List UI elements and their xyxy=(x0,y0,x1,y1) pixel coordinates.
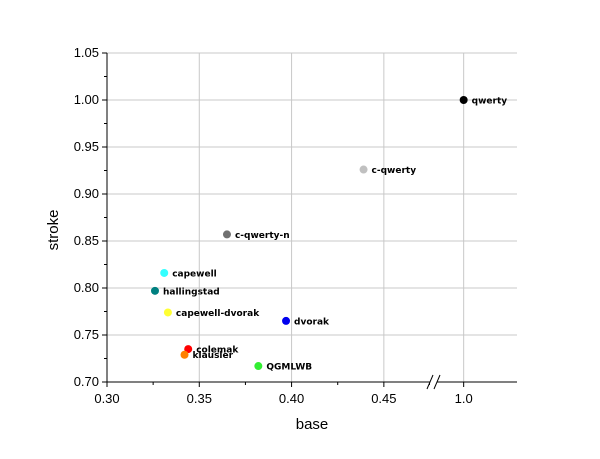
point-label-dvorak: dvorak xyxy=(294,317,330,327)
axis-break-gap xyxy=(430,374,437,390)
data-point-colemak xyxy=(184,345,193,354)
x-axis-title: base xyxy=(296,416,329,433)
points-layer xyxy=(150,96,468,371)
x-tick-label: 0.30 xyxy=(94,391,119,406)
point-label-capewell-dvorak: capewell-dvorak xyxy=(176,309,260,319)
point-label-c-qwerty: c-qwerty xyxy=(372,166,417,176)
y-tick-label: 1.00 xyxy=(74,92,99,107)
point-label-colemak: colemak xyxy=(196,346,239,356)
y-tick-label: 0.75 xyxy=(74,327,99,342)
point-label-c-qwerty-n: c-qwerty-n xyxy=(235,231,290,241)
point-label-qwerty: qwerty xyxy=(472,97,508,107)
data-point-capewell xyxy=(160,268,169,277)
point-label-klausler: klausler xyxy=(193,351,234,361)
y-tick-label: 0.80 xyxy=(74,280,99,295)
data-point-klausler xyxy=(180,350,189,359)
y-tick-label: 1.05 xyxy=(74,45,99,60)
y-tick-label: 0.70 xyxy=(74,374,99,389)
data-point-dvorak xyxy=(282,316,291,325)
point-label-qgmlwb: QGMLWB xyxy=(266,363,312,373)
axis-break-mark xyxy=(433,374,441,390)
y-tick-label: 0.90 xyxy=(74,186,99,201)
y-axis-title: stroke xyxy=(45,210,62,251)
y-tick-label: 0.85 xyxy=(74,233,99,248)
data-point-hallingstad xyxy=(150,286,159,295)
data-point-qwerty xyxy=(459,96,468,104)
y-tick-label: 0.95 xyxy=(74,139,99,154)
x-tick-label: 0.40 xyxy=(279,391,304,406)
data-point-qgmlwb xyxy=(254,362,263,371)
x-tick-label: 1.0 xyxy=(455,391,473,406)
axes-layer: 0.70 0.75 0.80 0.85 0.90 0.95 1.00 1.05 0.30 0.35… xyxy=(74,45,517,406)
point-label-capewell: capewell xyxy=(172,269,217,279)
x-tick-label: 0.45 xyxy=(371,391,396,406)
data-point-capewell-dvorak xyxy=(163,308,172,317)
data-point-c-qwerty-n xyxy=(222,230,231,239)
grid-layer xyxy=(107,52,517,382)
data-point-c-qwerty xyxy=(359,165,368,174)
point-label-hallingstad: hallingstad xyxy=(163,287,220,297)
x-tick-label: 0.35 xyxy=(187,391,212,406)
axis-break-mark xyxy=(426,374,434,390)
labels-layer: qwerty c-qwerty c-qwerty-n capewell hallings… xyxy=(163,97,507,373)
